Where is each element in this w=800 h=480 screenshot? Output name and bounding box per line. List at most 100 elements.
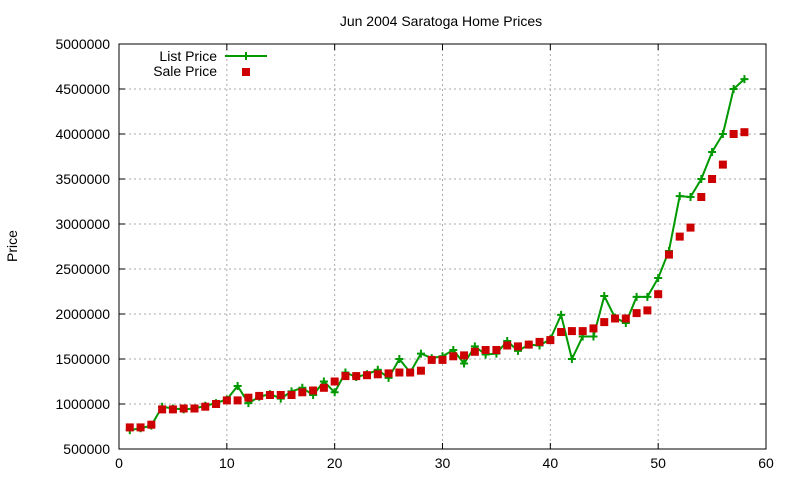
list-price-point: [729, 85, 738, 93]
sale-price-point: [632, 309, 641, 318]
y-tick-label: 4500000: [55, 81, 110, 97]
list-price-point: [697, 175, 706, 183]
sale-price-point: [330, 377, 339, 386]
y-tick-label: 2000000: [55, 306, 110, 322]
legend-swatch-list-price: [225, 52, 267, 60]
sale-price-point: [740, 128, 749, 137]
sale-price-point: [265, 391, 274, 399]
list-price-line: [129, 78, 746, 432]
legend-swatch-sale-price: [242, 68, 250, 76]
sale-price-point: [201, 402, 210, 411]
x-tick-label: 30: [435, 455, 451, 471]
x-tick-label: 20: [327, 455, 343, 471]
list-price-point: [567, 355, 576, 363]
x-tick-label: 40: [543, 455, 559, 471]
sale-price-point: [309, 386, 318, 395]
list-price-point: [600, 292, 609, 300]
list-price-point: [233, 382, 242, 390]
sale-price-point: [287, 391, 296, 399]
sale-price-point: [697, 193, 706, 201]
sale-price-point: [341, 372, 350, 381]
list-price-point: [557, 310, 566, 319]
sale-price-point: [718, 160, 727, 169]
sale-price-point: [298, 388, 307, 397]
sale-price-point: [492, 346, 501, 354]
sale-price-point: [557, 328, 566, 336]
series-layer: [125, 75, 749, 435]
sale-price-point: [513, 342, 522, 351]
legend-cross: [242, 52, 250, 60]
sale-price-point: [136, 423, 145, 432]
sale-price-point: [643, 306, 652, 315]
sale-price-point: [427, 355, 436, 364]
sale-price-point: [212, 400, 221, 408]
sale-price-point: [319, 383, 328, 392]
series-list-price: [125, 75, 749, 435]
x-tick-label: 10: [219, 455, 235, 471]
sale-price-point: [611, 314, 620, 323]
list-price-point: [395, 355, 404, 363]
y-tick-label: 1500000: [55, 351, 110, 367]
axis-ticks: 0 10 20 30 40 50 60 500000 1000000 1500000 2000000…: [55, 36, 774, 471]
chart-title: Jun 2004 Saratoga Home Prices: [340, 13, 542, 29]
y-tick-label: 4000000: [55, 126, 110, 142]
sale-price-point: [352, 372, 361, 381]
sale-price-point: [546, 336, 555, 345]
x-tick-label: 0: [115, 455, 123, 471]
sale-price-point: [470, 347, 479, 356]
sale-price-point: [524, 340, 533, 349]
list-price-point: [675, 192, 684, 201]
sale-price-point: [589, 324, 598, 333]
sale-price-point: [147, 420, 156, 429]
list-price-point: [740, 75, 749, 84]
sale-price-point: [654, 290, 663, 299]
sale-price-point: [125, 423, 134, 432]
y-tick-label: 5000000: [55, 36, 110, 52]
legend-square: [242, 68, 250, 76]
list-price-point: [460, 359, 469, 368]
list-price-point: [643, 292, 652, 301]
sale-price-point: [449, 352, 458, 361]
list-price-point: [654, 274, 663, 282]
y-axis-label: Price: [4, 230, 20, 262]
series-sale-price: [125, 128, 749, 432]
list-price-point: [330, 388, 339, 397]
sale-price-point: [460, 351, 469, 360]
sale-price-point: [600, 318, 609, 327]
y-tick-label: 3000000: [55, 216, 110, 232]
list-price-point: [416, 349, 425, 358]
sale-price-point: [729, 130, 738, 138]
y-tick-label: 500000: [63, 441, 110, 457]
sale-price-point: [406, 368, 415, 377]
list-price-point: [632, 292, 641, 301]
x-tick-label: 60: [758, 455, 774, 471]
sale-price-point: [373, 370, 382, 379]
sale-price-point: [384, 369, 393, 378]
sale-price-point: [276, 391, 285, 399]
sale-price-point: [233, 396, 242, 405]
sale-price-point: [168, 405, 177, 414]
sale-price-point: [395, 368, 404, 377]
sale-price-point: [686, 223, 695, 232]
sale-price-point: [255, 391, 264, 400]
sale-price-point: [578, 327, 587, 336]
plot-frame: [118, 43, 767, 450]
sale-price-point: [664, 250, 673, 259]
sale-price-point: [190, 404, 199, 413]
y-tick-label: 2500000: [55, 261, 110, 277]
sale-price-point: [567, 327, 576, 336]
sale-price-point: [621, 314, 630, 323]
sale-price-point: [675, 232, 684, 241]
sale-price-point: [416, 366, 425, 375]
sale-price-point: [363, 371, 372, 380]
sale-price-point: [438, 355, 447, 364]
sale-price-point: [481, 346, 490, 354]
list-price-point: [708, 148, 717, 156]
sale-price-point: [535, 337, 544, 346]
legend-label-sale-price: Sale Price: [153, 63, 217, 79]
sale-price-point: [708, 175, 717, 183]
list-price-point: [718, 130, 727, 138]
x-tick-label: 50: [650, 455, 666, 471]
list-price-point: [686, 193, 695, 201]
